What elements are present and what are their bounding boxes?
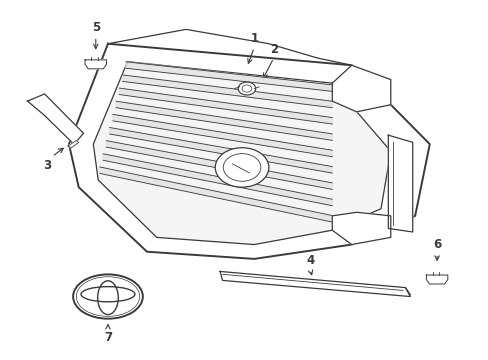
Polygon shape — [116, 101, 331, 140]
Polygon shape — [113, 114, 331, 157]
Polygon shape — [68, 140, 79, 148]
Polygon shape — [122, 75, 331, 108]
Polygon shape — [426, 275, 447, 284]
Polygon shape — [93, 62, 390, 244]
Text: 6: 6 — [432, 238, 440, 251]
Text: 2: 2 — [269, 42, 277, 55]
Polygon shape — [331, 65, 390, 112]
Polygon shape — [220, 271, 409, 297]
Polygon shape — [109, 127, 331, 173]
Polygon shape — [27, 94, 83, 144]
Text: 4: 4 — [305, 254, 314, 267]
Polygon shape — [119, 88, 331, 124]
Ellipse shape — [73, 274, 142, 319]
Polygon shape — [103, 154, 331, 206]
Polygon shape — [125, 62, 331, 91]
Polygon shape — [100, 167, 331, 222]
Text: 5: 5 — [91, 21, 100, 34]
Polygon shape — [85, 60, 106, 69]
Text: 1: 1 — [250, 32, 258, 45]
Text: 3: 3 — [43, 159, 51, 172]
Circle shape — [215, 148, 268, 187]
Polygon shape — [69, 44, 429, 259]
Circle shape — [238, 82, 255, 95]
Polygon shape — [387, 135, 412, 232]
Text: 7: 7 — [103, 331, 112, 344]
Polygon shape — [106, 141, 331, 189]
Polygon shape — [331, 212, 390, 244]
